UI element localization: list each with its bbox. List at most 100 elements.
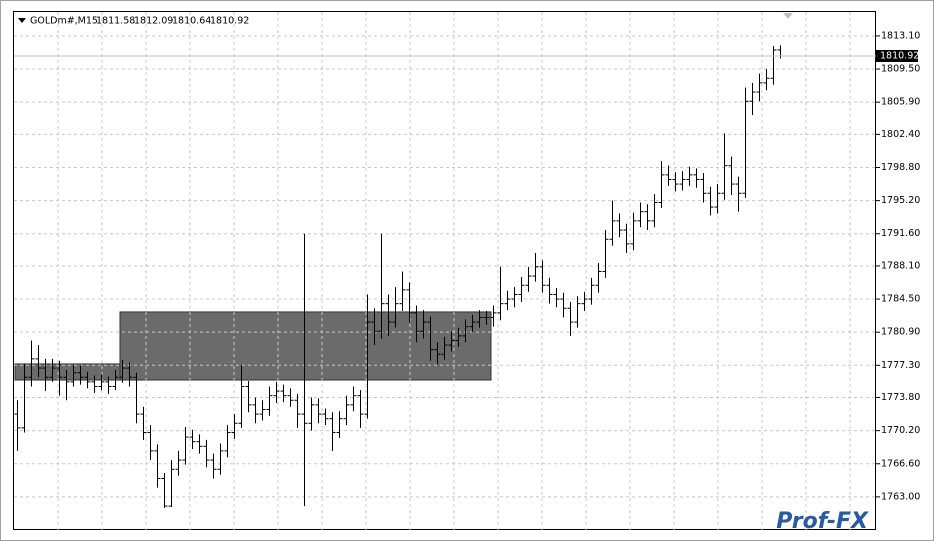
bar bbox=[329, 412, 336, 451]
bar bbox=[182, 426, 189, 465]
bar bbox=[644, 204, 651, 231]
bar bbox=[301, 233, 308, 507]
zone bbox=[119, 311, 492, 381]
bar bbox=[707, 186, 714, 216]
bar bbox=[462, 319, 469, 343]
bar bbox=[28, 340, 35, 387]
y-tick-label: 1805.90 bbox=[881, 97, 920, 108]
bar bbox=[175, 450, 182, 476]
bar bbox=[399, 271, 406, 312]
y-tick-label: 1798.80 bbox=[881, 162, 920, 173]
bar bbox=[14, 400, 21, 451]
bar bbox=[441, 336, 448, 360]
bar bbox=[322, 408, 329, 426]
shift-marker bbox=[783, 13, 793, 19]
bar bbox=[420, 310, 427, 339]
bar bbox=[469, 314, 476, 333]
bar bbox=[721, 133, 728, 200]
bar bbox=[112, 369, 119, 391]
bar bbox=[637, 202, 644, 228]
bar bbox=[266, 386, 273, 416]
bar bbox=[588, 277, 595, 305]
bar bbox=[567, 301, 574, 336]
bar bbox=[602, 230, 609, 278]
bar bbox=[448, 331, 455, 352]
header-low: 1810.64 bbox=[172, 16, 211, 27]
bar bbox=[497, 266, 504, 321]
header-close: 1810.92 bbox=[210, 16, 249, 27]
y-tick-label: 1791.60 bbox=[881, 228, 920, 239]
bar bbox=[749, 82, 756, 116]
bar bbox=[308, 397, 315, 431]
bar bbox=[238, 365, 245, 428]
bar bbox=[168, 460, 175, 507]
bar bbox=[49, 358, 56, 382]
bar bbox=[672, 172, 679, 192]
bar bbox=[231, 414, 238, 439]
plot-area bbox=[13, 11, 876, 530]
price-tag-label: 1810.92 bbox=[880, 50, 919, 61]
bar bbox=[623, 223, 630, 254]
symbol-label: GOLDm#,M15 bbox=[30, 16, 98, 27]
bar bbox=[525, 266, 532, 292]
bar bbox=[581, 291, 588, 312]
y-tick-label: 1763.00 bbox=[881, 491, 920, 502]
bar bbox=[616, 213, 623, 238]
bar bbox=[161, 472, 168, 508]
bar bbox=[371, 308, 378, 346]
bar bbox=[357, 390, 364, 428]
bar bbox=[98, 374, 105, 391]
y-tick-label: 1802.40 bbox=[881, 129, 920, 140]
bar bbox=[574, 296, 581, 328]
y-tick-label: 1813.10 bbox=[881, 30, 920, 41]
header-high: 1812.09 bbox=[134, 16, 173, 27]
y-tick-label: 1766.60 bbox=[881, 458, 920, 469]
bar bbox=[315, 398, 322, 424]
bar bbox=[217, 443, 224, 475]
bar bbox=[35, 345, 42, 378]
bar bbox=[413, 305, 420, 343]
bar bbox=[700, 173, 707, 203]
bar bbox=[63, 369, 70, 401]
bar bbox=[686, 166, 693, 186]
bar bbox=[763, 69, 770, 91]
bar bbox=[336, 411, 343, 438]
bar bbox=[133, 372, 140, 424]
bar bbox=[490, 305, 497, 327]
bar bbox=[511, 287, 518, 308]
layers: 1813.10 1809.50 1805.90 1802.40 1798.80 1795.… bbox=[14, 12, 920, 530]
bar bbox=[105, 376, 112, 394]
bar bbox=[203, 439, 210, 468]
bar bbox=[273, 381, 280, 404]
bar bbox=[140, 406, 147, 440]
bar bbox=[378, 233, 385, 339]
bar bbox=[658, 161, 665, 208]
bar bbox=[735, 176, 742, 212]
bar bbox=[364, 294, 371, 419]
bar bbox=[714, 184, 721, 214]
bar bbox=[539, 260, 546, 293]
bar bbox=[91, 375, 98, 393]
bar bbox=[434, 342, 441, 365]
bar bbox=[147, 425, 154, 461]
bar bbox=[287, 388, 294, 407]
header-open: 1811.58 bbox=[96, 16, 135, 27]
bar bbox=[504, 290, 511, 311]
bar bbox=[42, 358, 49, 392]
bar bbox=[189, 429, 196, 450]
bar bbox=[427, 316, 434, 361]
price-tag bbox=[876, 49, 918, 62]
bar bbox=[665, 165, 672, 186]
bar bbox=[350, 386, 357, 412]
y-tick-label: 1784.50 bbox=[881, 294, 920, 305]
y-tick-label: 1770.20 bbox=[881, 425, 920, 436]
bar bbox=[294, 393, 301, 428]
menu-triangle[interactable] bbox=[18, 18, 26, 23]
bar bbox=[532, 253, 539, 282]
bar bbox=[392, 287, 399, 328]
bar bbox=[210, 453, 217, 479]
bar bbox=[742, 87, 749, 198]
bar bbox=[483, 311, 490, 325]
bar bbox=[126, 362, 133, 387]
